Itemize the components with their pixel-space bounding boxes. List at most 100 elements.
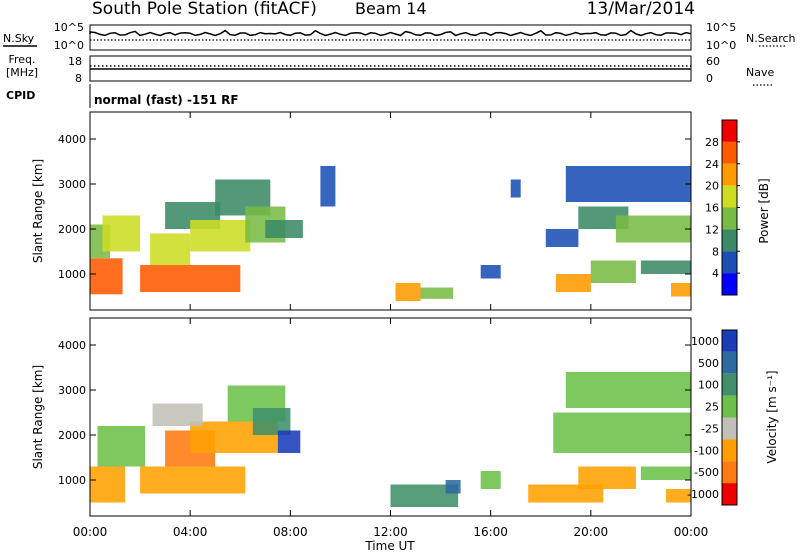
velocity-echo-region-7 xyxy=(277,430,301,453)
x-tick-label-5: 20:00 xyxy=(574,525,609,539)
power-colorbar: 4 8 12 16 20 24 28 xyxy=(705,119,740,296)
velocity-colorbar-segment-4 xyxy=(722,417,737,440)
velocity-echo-region-9 xyxy=(390,484,459,507)
velocity-echo-region-14 xyxy=(553,412,691,453)
power-echo-region-11 xyxy=(395,283,421,301)
power-ytick-label-3: 4000 xyxy=(58,133,86,146)
velocity-colorbar-frame xyxy=(721,329,738,506)
power-echo-region-18 xyxy=(590,260,636,283)
beam-label: Beam 14 xyxy=(355,0,427,18)
velocity-colorbar-segment-2 xyxy=(722,373,737,396)
power-echo-region-2 xyxy=(102,215,141,252)
power-colorbar-tick-label-3: 16 xyxy=(705,202,719,215)
power-echo-region-13 xyxy=(480,265,501,279)
velocity-heatmap xyxy=(90,372,691,507)
velocity-echo-region-15 xyxy=(640,466,691,480)
velocity-colorbar-segment-7 xyxy=(722,483,737,505)
velocity-colorbar-tick-label-1: 500 xyxy=(698,357,719,370)
nave-tick-bottom: 0 xyxy=(706,72,713,85)
freq-label-line2: [MHz] xyxy=(6,66,38,79)
noise-right-tick-top: 10^5 xyxy=(706,21,736,34)
power-colorbar-tick-label-2: 12 xyxy=(705,223,719,236)
power-echo-region-12 xyxy=(420,287,454,299)
power-echo-region-20 xyxy=(640,260,691,274)
power-colorbar-segment-3 xyxy=(722,185,737,208)
velocity-colorbar-segment-0 xyxy=(722,330,737,352)
power-echo-region-4 xyxy=(150,233,191,265)
velocity-colorbar-tick-label-0: 1000 xyxy=(691,335,719,348)
velocity-colorbar: 1000 500 100 25 -25 -100 -500 -1000 xyxy=(687,329,738,506)
noise-panel: N.Sky N.Search 10^5 10^0 10^5 10^0 xyxy=(3,21,796,52)
plot-title: South Pole Station (fitACF) xyxy=(92,0,317,19)
power-ylabel: Slant Range [km] xyxy=(31,159,45,263)
power-colorbar-segment-4 xyxy=(722,207,737,230)
power-echo-region-17 xyxy=(578,206,629,229)
power-ytick-label-1: 2000 xyxy=(58,223,86,236)
velocity-echo-region-8 xyxy=(152,403,203,426)
velocity-colorbar-tick-label-2: 100 xyxy=(698,379,719,392)
power-colorbar-tick-label-0: 4 xyxy=(712,267,719,280)
nsky-trace xyxy=(89,29,692,37)
velocity-colorbar-segment-6 xyxy=(722,461,737,484)
velocity-ytick-label-3: 4000 xyxy=(58,339,86,352)
velocity-ytick-label-2: 3000 xyxy=(58,384,86,397)
power-y-axis: 1000 2000 3000 4000 xyxy=(58,133,691,281)
velocity-echo-region-10 xyxy=(445,480,461,494)
power-heatmap xyxy=(90,166,691,301)
velocity-echo-region-17 xyxy=(565,372,691,408)
velocity-colorbar-segment-3 xyxy=(722,395,737,418)
velocity-ytick-label-1: 2000 xyxy=(58,429,86,442)
power-panel: 1000 2000 3000 4000 Slant Range [km] 4 8 12 16… xyxy=(31,111,771,311)
freq-tick-bottom: 8 xyxy=(75,72,82,85)
date-label: 13/Mar/2014 xyxy=(587,0,695,19)
time-x-axis: 00:00 04:00 08:00 12:00 16:00 20:00 00:00 xyxy=(73,112,709,539)
nave-label: Nave xyxy=(746,66,774,79)
power-colorbar-tick-label-6: 28 xyxy=(705,136,719,149)
cpid-text: normal (fast) -151 RF xyxy=(94,93,239,107)
power-echo-region-21 xyxy=(671,283,691,297)
x-axis-label: Time UT xyxy=(364,539,415,553)
noise-panel-frame xyxy=(89,24,692,51)
velocity-echo-region-2 xyxy=(140,466,246,494)
noise-right-tick-bottom: 10^0 xyxy=(706,39,736,52)
velocity-ylabel: Slant Range [km] xyxy=(31,365,45,469)
velocity-colorbar-tick-label-3: 25 xyxy=(705,401,719,414)
power-colorbar-tick-label-5: 24 xyxy=(705,158,719,171)
nsky-label: N.Sky xyxy=(3,32,35,45)
power-echo-region-0 xyxy=(90,258,123,295)
power-colorbar-tick-label-4: 20 xyxy=(705,180,719,193)
power-ytick-label-0: 1000 xyxy=(58,268,86,281)
velocity-echo-region-16 xyxy=(666,489,691,503)
power-echo-region-19 xyxy=(615,215,691,243)
velocity-echo-region-11 xyxy=(480,471,501,489)
velocity-echo-region-13 xyxy=(578,466,636,489)
power-colorbar-segment-0 xyxy=(722,120,737,142)
velocity-colorbar-tick-label-5: -100 xyxy=(694,444,719,457)
power-colorbar-segment-2 xyxy=(722,163,737,186)
power-colorbar-label: Power [dB] xyxy=(757,178,771,243)
velocity-colorbar-segment-5 xyxy=(722,439,737,462)
power-echo-region-22 xyxy=(565,166,691,202)
x-tick-label-3: 12:00 xyxy=(373,525,408,539)
velocity-ytick-label-0: 1000 xyxy=(58,474,86,487)
velocity-colorbar-tick-label-6: -500 xyxy=(694,466,719,479)
x-tick-label-6: 00:00 xyxy=(674,525,709,539)
x-tick-label-2: 08:00 xyxy=(273,525,308,539)
velocity-panel: 1000 2000 3000 4000 Slant Range [km] 1000 50… xyxy=(31,317,779,517)
power-echo-region-16 xyxy=(555,274,591,292)
power-echo-region-15 xyxy=(545,229,579,247)
power-echo-region-6 xyxy=(190,220,251,252)
freq-tick-top: 18 xyxy=(68,55,82,68)
noise-left-tick-top: 10^5 xyxy=(54,21,84,34)
nave-tick-top: 60 xyxy=(706,55,720,68)
power-colorbar-segment-6 xyxy=(722,251,737,274)
velocity-colorbar-tick-label-4: -25 xyxy=(701,422,719,435)
power-ytick-label-2: 3000 xyxy=(58,178,86,191)
velocity-colorbar-label: Velocity [m s⁻¹] xyxy=(765,370,779,463)
power-colorbar-tick-label-1: 8 xyxy=(712,245,719,258)
cpid-label: CPID xyxy=(6,89,35,102)
power-colorbar-segment-7 xyxy=(722,273,737,295)
power-colorbar-segment-1 xyxy=(722,141,737,164)
freq-panel: Freq. [MHz] 18 8 60 0 Nave xyxy=(6,53,774,86)
